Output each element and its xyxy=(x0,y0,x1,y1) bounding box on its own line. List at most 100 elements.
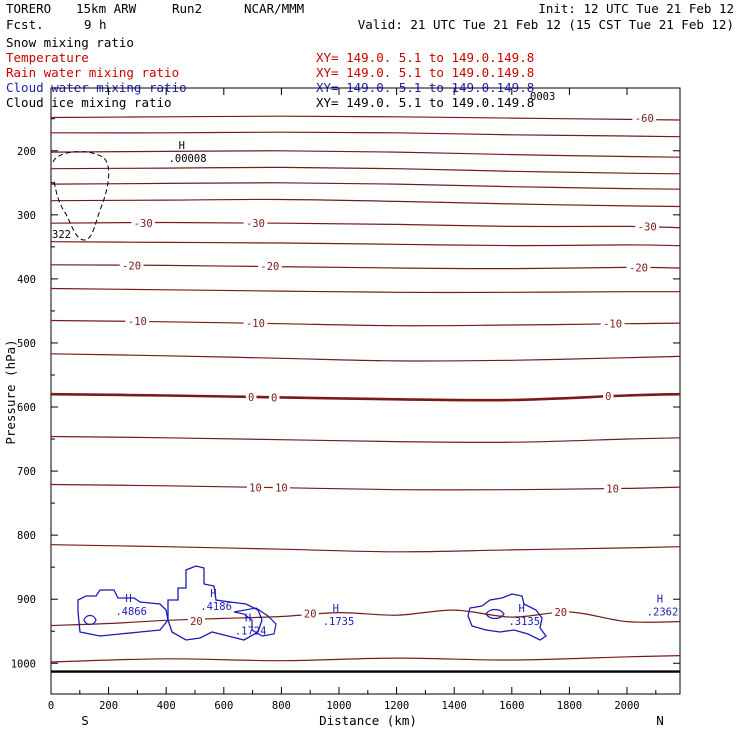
isotherm-label-bg xyxy=(243,317,268,330)
maximum-value: .4186 xyxy=(200,601,232,613)
cloud-water-contour xyxy=(485,608,505,620)
legend-cloud-ice-xy: XY= 149.0. 5.1 to 149.0.149.8 xyxy=(316,95,534,110)
x-tick-label: 1200 xyxy=(384,700,409,712)
isotherm-label: -10 xyxy=(603,319,622,331)
snow-contour-label: 322 xyxy=(52,229,71,241)
isotherm-label-bg xyxy=(131,217,156,230)
legend-rain-xy: XY= 149.0. 5.1 to 149.0.149.8 xyxy=(316,65,534,80)
forecast-label: Fcst. xyxy=(6,17,44,32)
maximum-value: .2362 xyxy=(647,607,679,619)
isotherm-label-bg xyxy=(246,481,265,494)
isotherm-label-bg xyxy=(125,315,150,328)
isotherm-label-bg xyxy=(602,390,614,403)
y-tick-label: 700 xyxy=(17,466,36,478)
isotherm-label-bg xyxy=(243,217,268,230)
isotherm-label: -20 xyxy=(122,260,141,272)
maximum-value: .1735 xyxy=(323,616,355,628)
x-tick-label: 400 xyxy=(157,700,176,712)
x-tick-label: 0 xyxy=(48,700,54,712)
temperature-isotherms xyxy=(50,115,681,673)
init-time: Init: 12 UTC Tue 21 Feb 12 xyxy=(538,1,734,16)
isotherm-label: -10 xyxy=(246,318,265,330)
isotherm-line xyxy=(50,392,681,402)
valid-time: Valid: 21 UTC Tue 21 Feb 12 (15 CST Tue … xyxy=(358,17,734,32)
x-tick-label: 1000 xyxy=(326,700,351,712)
isotherm-line xyxy=(50,241,681,247)
maximum-marker: H xyxy=(333,603,339,615)
isotherm-label-bg xyxy=(257,260,282,273)
x-tick-label: 200 xyxy=(99,700,118,712)
isotherm-label-bg xyxy=(245,390,257,403)
isotherm-label-bg xyxy=(119,259,144,272)
hydrometeor-contours xyxy=(52,151,547,641)
legend-temperature: Temperature xyxy=(6,50,89,65)
isotherm-label: 20 xyxy=(304,608,317,620)
isotherm-label: -30 xyxy=(638,221,657,233)
maximum-marker: H xyxy=(179,140,185,152)
isotherm-line xyxy=(50,353,681,362)
isotherm-line xyxy=(50,609,681,627)
isotherm-label-bg xyxy=(301,607,319,620)
isotherm-label: 20 xyxy=(190,616,203,628)
y-tick-label: 800 xyxy=(17,530,36,542)
x-tick-label: 600 xyxy=(214,700,233,712)
maximum-value: .1724 xyxy=(235,626,267,638)
contour-labels: -60 -30 -30 -30 -20 -20 -20 -10 -10 -10 0 0 0 10 10 10 2… xyxy=(52,91,678,638)
model-org: NCAR/MMM xyxy=(244,1,304,16)
x-tick-label: 2000 xyxy=(614,700,639,712)
isotherm-line xyxy=(50,221,681,229)
snow-contour xyxy=(52,151,110,241)
isotherm-line xyxy=(50,435,681,443)
x-tick-label: 1800 xyxy=(557,700,582,712)
isotherm-label: 0 xyxy=(271,392,277,404)
isotherm-label: -20 xyxy=(629,262,648,274)
field-legend: Snow mixing ratio Temperature XY= 149.0.… xyxy=(6,35,534,110)
y-tick-label: 600 xyxy=(17,402,36,414)
isotherm-line xyxy=(50,287,681,294)
cloud-water-contour xyxy=(167,565,263,641)
legend-rain: Rain water mixing ratio xyxy=(6,65,179,80)
axes: 0 200 400 600 800 1000 1200 1400 1600 1800 2000200… xyxy=(11,88,680,712)
x-tick-label: 800 xyxy=(272,700,291,712)
cloud-water-contour xyxy=(77,589,169,637)
model-name: TORERO xyxy=(6,1,51,16)
isotherm-line xyxy=(50,198,681,208)
north-end-label: N xyxy=(656,713,664,728)
isotherm-label: -20 xyxy=(260,261,279,273)
isotherm-line xyxy=(50,655,681,663)
isotherm-line xyxy=(50,150,681,158)
y-tick-label: 400 xyxy=(17,274,36,286)
maximum-value: .3135 xyxy=(508,616,540,628)
cloud-water-contour xyxy=(233,607,277,637)
isotherm-label-bg xyxy=(552,606,570,619)
isotherm-label-bg xyxy=(600,317,625,330)
isotherm-label: -30 xyxy=(246,218,265,230)
y-tick-label: 200 xyxy=(17,146,36,158)
y-tick-label: 1000 xyxy=(11,658,36,670)
y-tick-label: 300 xyxy=(17,210,36,222)
y-tick-label: 900 xyxy=(17,594,36,606)
isotherm-label-bg xyxy=(272,481,291,494)
legend-cloud-ice: Cloud ice mixing ratio xyxy=(6,95,172,110)
plot-frame xyxy=(50,87,681,695)
south-end-label: S xyxy=(81,713,89,728)
isotherm-line xyxy=(50,182,681,190)
isotherm-label: 0 xyxy=(605,391,611,403)
isotherm-label-bg xyxy=(635,220,660,233)
x-axis-title: Distance (km) xyxy=(319,713,417,728)
maximum-marker: H xyxy=(210,588,216,600)
isotherm-label: -30 xyxy=(134,218,153,230)
isotherm-label: -60 xyxy=(635,113,654,125)
cloud-water-contour xyxy=(467,593,547,641)
isotherm-label-bg xyxy=(187,614,206,627)
isotherm-line xyxy=(50,131,681,138)
isotherm-label-bg xyxy=(268,391,280,404)
isotherm-label: 0 xyxy=(248,392,254,404)
isotherm-label-bg xyxy=(632,112,657,125)
x-tick-label: 1400 xyxy=(442,700,467,712)
isotherm-label: 10 xyxy=(249,483,262,495)
isotherm-label-bg xyxy=(604,482,622,495)
model-run: Run2 xyxy=(172,1,202,16)
legend-snow: Snow mixing ratio xyxy=(6,35,134,50)
isotherm-line xyxy=(50,544,681,553)
